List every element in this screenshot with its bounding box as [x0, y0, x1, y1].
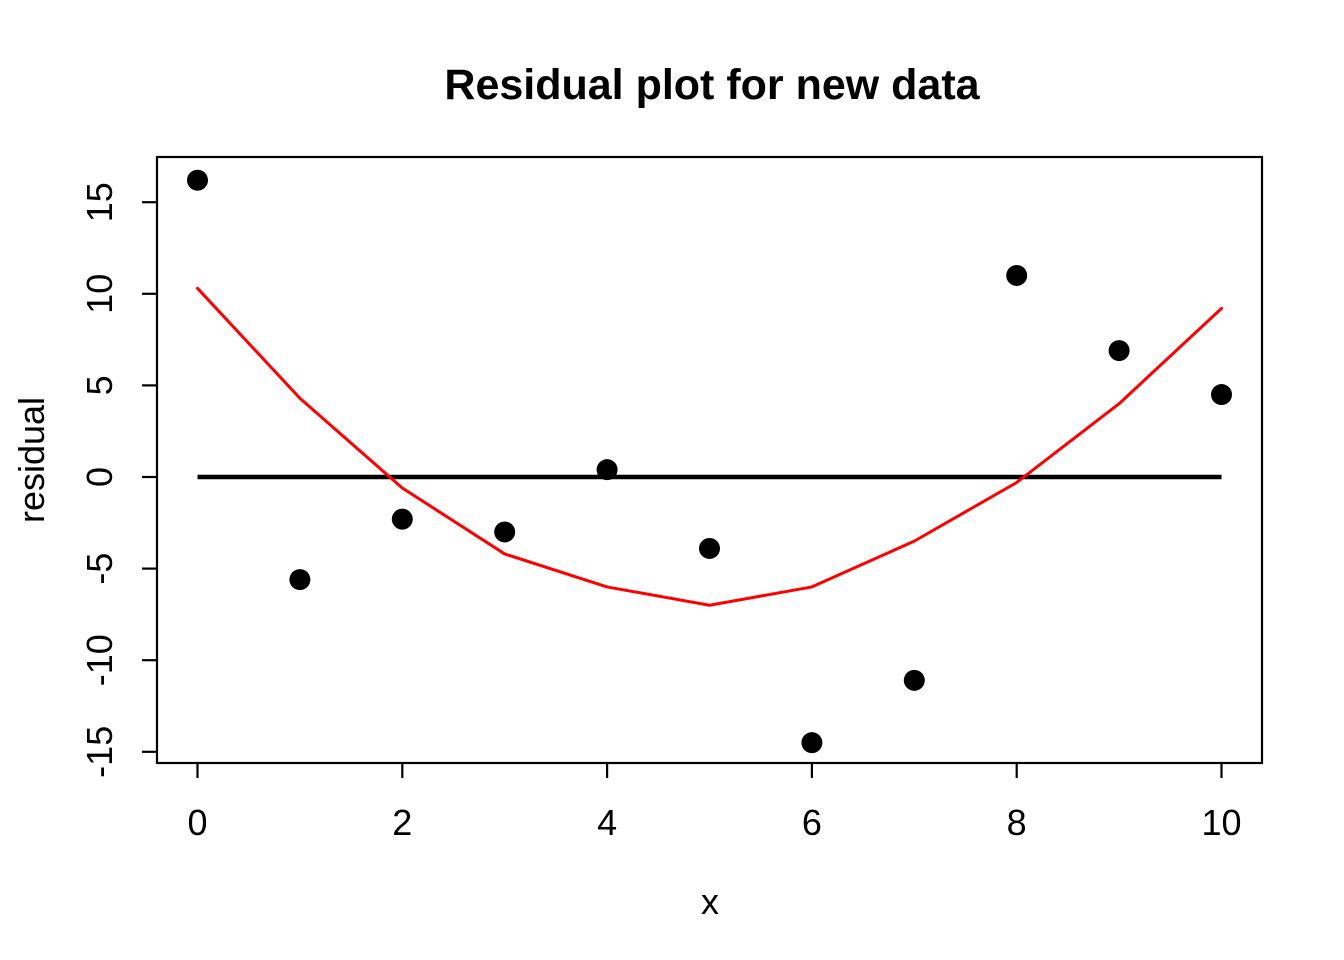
data-point [494, 521, 516, 543]
data-point [1211, 384, 1232, 406]
data-point [596, 459, 618, 481]
x-tick-label: 0 [187, 802, 207, 843]
y-tick-label: 10 [79, 274, 120, 314]
plot-border [155, 155, 1264, 765]
data-point [903, 669, 925, 691]
y-axis-title: residual [11, 397, 52, 523]
axes: 0 2 4 6 8 10 -15 -10 -5 0 5 10 15 [79, 155, 1264, 843]
y-tick-label: 5 [79, 375, 120, 395]
y-tick-label: -10 [79, 634, 120, 686]
data-series [187, 169, 1232, 754]
data-point [187, 169, 208, 191]
data-point [699, 537, 720, 559]
x-axis-title: x [701, 881, 719, 922]
x-tick-label: 10 [1201, 802, 1241, 843]
chart-title: Residual plot for new data [444, 61, 980, 109]
y-tick-label: -5 [79, 553, 120, 585]
x-tick-label: 2 [392, 802, 412, 843]
data-point [1006, 264, 1028, 286]
data-point [289, 569, 311, 591]
fitted-line [196, 286, 1223, 607]
data-point [1108, 340, 1130, 362]
x-tick-label: 8 [1007, 802, 1027, 843]
y-tick-label: -15 [79, 726, 120, 778]
data-point [391, 508, 413, 530]
y-tick-label: 0 [79, 467, 120, 487]
data-point [801, 732, 823, 754]
x-tick-label: 6 [802, 802, 822, 843]
y-tick-label: 15 [79, 182, 120, 222]
x-tick-label: 4 [597, 802, 617, 843]
